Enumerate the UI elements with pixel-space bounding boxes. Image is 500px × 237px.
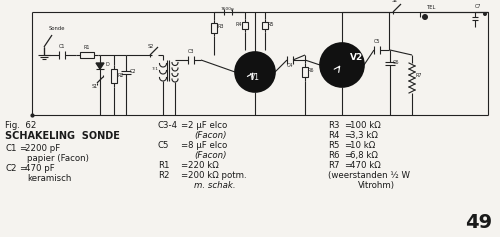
Text: keramisch: keramisch (27, 174, 72, 183)
Text: TEL: TEL (428, 5, 436, 10)
Text: =: = (180, 121, 187, 130)
Text: =: = (344, 141, 351, 150)
Text: C2: C2 (5, 164, 16, 173)
Text: S2: S2 (148, 44, 154, 49)
Text: 7:1: 7:1 (152, 67, 158, 71)
Text: S2: S2 (392, 0, 398, 3)
Text: R7: R7 (328, 161, 340, 170)
Text: C1: C1 (5, 144, 16, 153)
Text: Sonde: Sonde (49, 26, 65, 31)
Text: C4: C4 (287, 63, 293, 68)
Text: R5: R5 (328, 141, 340, 150)
Text: SCHAKELING  SONDE: SCHAKELING SONDE (5, 131, 120, 141)
Text: 3,3 kΩ: 3,3 kΩ (350, 131, 378, 140)
Text: =: = (344, 121, 351, 130)
Text: Vitrohm): Vitrohm) (358, 181, 395, 190)
Text: R2: R2 (158, 171, 170, 180)
Text: C5: C5 (374, 39, 380, 44)
Text: =: = (344, 131, 351, 140)
Text: 220 kΩ: 220 kΩ (188, 161, 219, 170)
Text: C3-4: C3-4 (158, 121, 178, 130)
Text: =: = (180, 141, 187, 150)
Text: 470 kΩ: 470 kΩ (350, 161, 381, 170)
Text: 49: 49 (465, 213, 492, 232)
Circle shape (483, 12, 487, 16)
Text: m. schak.: m. schak. (194, 181, 235, 190)
Bar (262, 22, 268, 29)
Text: papier (Facon): papier (Facon) (27, 154, 89, 163)
Text: (Facon): (Facon) (194, 131, 226, 140)
Text: R4: R4 (236, 22, 242, 27)
Text: =: = (344, 151, 351, 160)
Text: 7600p: 7600p (221, 7, 235, 11)
Text: 6,8 kΩ: 6,8 kΩ (350, 151, 378, 160)
Bar (242, 22, 248, 29)
Polygon shape (96, 63, 104, 69)
Text: V2: V2 (350, 53, 363, 62)
Text: =: = (180, 171, 187, 180)
Text: =: = (19, 144, 26, 153)
Text: V1: V1 (250, 73, 260, 82)
Text: Fig.  62: Fig. 62 (5, 121, 36, 130)
Text: 8 μF elco: 8 μF elco (188, 141, 227, 150)
Text: R6: R6 (308, 68, 314, 73)
Text: (Facon): (Facon) (194, 151, 226, 160)
Text: R7: R7 (415, 73, 422, 78)
Circle shape (235, 52, 275, 92)
Text: R5: R5 (267, 22, 274, 27)
Text: 2 μF elco: 2 μF elco (188, 121, 227, 130)
Text: R3: R3 (328, 121, 340, 130)
Text: 200 kΩ potm.: 200 kΩ potm. (188, 171, 246, 180)
Text: 10 kΩ: 10 kΩ (350, 141, 375, 150)
Text: R1: R1 (158, 161, 170, 170)
Bar (80, 52, 94, 58)
Text: D: D (105, 62, 109, 67)
Circle shape (422, 14, 428, 20)
Text: (weerstanden ½ W: (weerstanden ½ W (328, 171, 410, 180)
Text: R3: R3 (217, 24, 224, 29)
Text: 470 pF: 470 pF (25, 164, 55, 173)
Text: C2: C2 (130, 69, 136, 74)
Text: C5: C5 (158, 141, 170, 150)
Bar (211, 23, 217, 33)
Text: 2200 pF: 2200 pF (25, 144, 60, 153)
Text: C3: C3 (188, 49, 194, 54)
Text: 100 kΩ: 100 kΩ (350, 121, 381, 130)
Text: S1: S1 (92, 84, 98, 89)
Text: R1: R1 (84, 45, 90, 50)
Text: =: = (19, 164, 26, 173)
Text: =: = (180, 161, 187, 170)
Text: =: = (344, 161, 351, 170)
Text: R6: R6 (328, 151, 340, 160)
Bar (302, 67, 308, 77)
Circle shape (320, 43, 364, 87)
Text: C6: C6 (393, 60, 400, 65)
Text: R4: R4 (328, 131, 340, 140)
Text: C1: C1 (59, 44, 65, 49)
Text: C7: C7 (475, 4, 481, 9)
Bar (111, 69, 117, 83)
Text: R2: R2 (118, 73, 124, 78)
